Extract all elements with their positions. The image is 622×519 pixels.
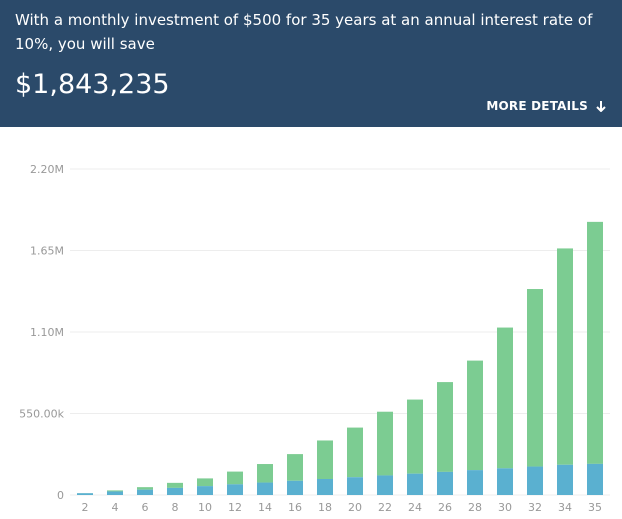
- more-details-label: MORE DETAILS: [486, 99, 588, 113]
- bar-interest[interactable]: [377, 411, 393, 476]
- bar-interest[interactable]: [137, 487, 153, 490]
- bar-interest[interactable]: [227, 471, 243, 485]
- x-tick-label: 8: [172, 501, 179, 514]
- summary-text: With a monthly investment of $500 for 35…: [15, 11, 593, 53]
- x-tick-label: 6: [142, 501, 149, 514]
- y-tick-label: 0: [57, 489, 64, 502]
- bar-interest[interactable]: [437, 382, 453, 472]
- x-tick-label: 32: [528, 501, 542, 514]
- bar-contributions[interactable]: [137, 489, 153, 495]
- x-tick-label: 20: [348, 501, 362, 514]
- x-axis: 2 4 6 8 10 12 14 16 18 20 22 24 26 28 30 32 34 35: [82, 501, 603, 514]
- total-savings-amount: $1,843,235: [15, 69, 170, 100]
- bar-contributions[interactable]: [437, 471, 453, 495]
- x-tick-label: 24: [408, 501, 422, 514]
- bar-interest[interactable]: [347, 427, 363, 478]
- x-tick-label: 34: [558, 501, 572, 514]
- x-tick-label: 4: [112, 501, 119, 514]
- bar-contributions[interactable]: [227, 484, 243, 495]
- x-tick-label: 28: [468, 501, 482, 514]
- bar-contributions[interactable]: [167, 487, 183, 495]
- x-tick-label: 10: [198, 501, 212, 514]
- y-tick-label: 1.65M: [30, 245, 64, 258]
- y-tick-label: 550.00k: [19, 408, 64, 421]
- results-header: With a monthly investment of $500 for 35…: [0, 0, 622, 127]
- x-tick-label: 14: [258, 501, 272, 514]
- bar-interest[interactable]: [257, 464, 273, 483]
- arrow-down-icon: [596, 101, 606, 112]
- x-tick-label: 26: [438, 501, 452, 514]
- x-tick-label: 18: [318, 501, 332, 514]
- x-tick-label: 30: [498, 501, 512, 514]
- bar-contributions[interactable]: [77, 493, 93, 495]
- bar-contributions[interactable]: [257, 482, 273, 495]
- bar-interest[interactable]: [467, 360, 483, 471]
- bar-interest[interactable]: [107, 490, 123, 492]
- bar-interest[interactable]: [167, 482, 183, 488]
- bar-contributions[interactable]: [587, 463, 603, 495]
- x-tick-label: 16: [288, 501, 302, 514]
- bar-interest[interactable]: [497, 327, 513, 469]
- chart-bars: [77, 221, 603, 495]
- bar-contributions[interactable]: [407, 473, 423, 495]
- bar-contributions[interactable]: [377, 475, 393, 495]
- bar-interest[interactable]: [197, 478, 213, 487]
- x-tick-label: 22: [378, 501, 392, 514]
- bar-contributions[interactable]: [287, 480, 303, 495]
- bar-interest[interactable]: [527, 289, 543, 467]
- y-axis: 0 550.00k 1.10M 1.65M 2.20M: [19, 163, 64, 502]
- y-tick-label: 1.10M: [30, 326, 64, 339]
- y-tick-label: 2.20M: [30, 163, 64, 176]
- bar-interest[interactable]: [407, 399, 423, 474]
- bar-interest[interactable]: [317, 440, 333, 479]
- bar-interest[interactable]: [587, 221, 603, 464]
- x-tick-label: 2: [82, 501, 89, 514]
- bar-contributions[interactable]: [347, 477, 363, 495]
- bar-contributions[interactable]: [467, 470, 483, 495]
- x-tick-label: 35: [588, 501, 602, 514]
- bar-contributions[interactable]: [317, 478, 333, 495]
- bar-interest[interactable]: [557, 248, 573, 465]
- chart-grid: [70, 168, 610, 496]
- bar-interest[interactable]: [287, 454, 303, 481]
- bar-contributions[interactable]: [527, 466, 543, 495]
- bar-contributions[interactable]: [197, 486, 213, 495]
- bar-contributions[interactable]: [557, 464, 573, 495]
- bar-contributions[interactable]: [497, 468, 513, 495]
- more-details-button[interactable]: MORE DETAILS: [486, 99, 606, 113]
- x-tick-label: 12: [228, 501, 242, 514]
- bar-contributions[interactable]: [107, 491, 123, 495]
